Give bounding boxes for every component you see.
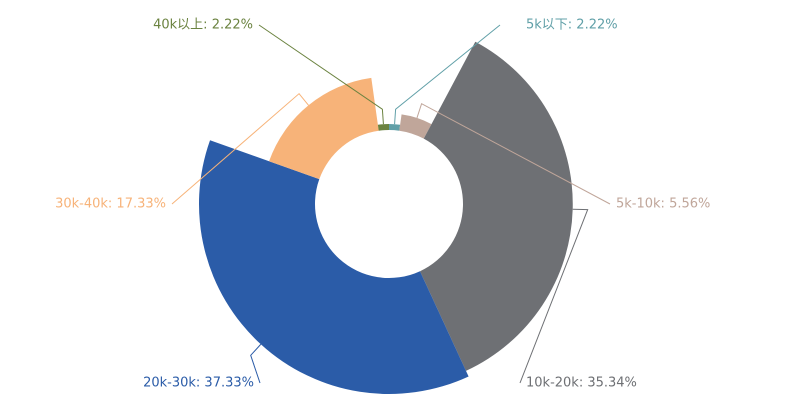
slice-10k-20k[interactable] [420, 41, 573, 371]
leader-line-5k以下 [394, 24, 501, 125]
leader-line-20k-30k [250, 343, 262, 384]
slice-label-40k以上: 40k以上: 2.22% [153, 18, 253, 33]
slice-label-30k-40k: 30k-40k: 17.33% [55, 197, 166, 212]
slice-label-5k-10k: 5k-10k: 5.56% [616, 197, 710, 212]
slice-5k以下[interactable] [389, 124, 401, 131]
leader-line-30k-40k [171, 92, 309, 205]
leader-line-40k以上 [258, 24, 384, 125]
slice-20k-30k[interactable] [198, 140, 469, 394]
slice-label-20k-30k: 20k-30k: 37.33% [143, 376, 254, 391]
slice-label-10k-20k: 10k-20k: 35.34% [526, 376, 637, 391]
slice-label-5k以下: 5k以下: 2.22% [526, 18, 618, 33]
slice-5k-10k[interactable] [399, 114, 432, 139]
leader-line-10k-20k [519, 208, 589, 384]
leader-line-5k-10k [416, 102, 611, 205]
slice-40k以上[interactable] [377, 124, 389, 131]
slice-30k-40k[interactable] [269, 77, 379, 180]
